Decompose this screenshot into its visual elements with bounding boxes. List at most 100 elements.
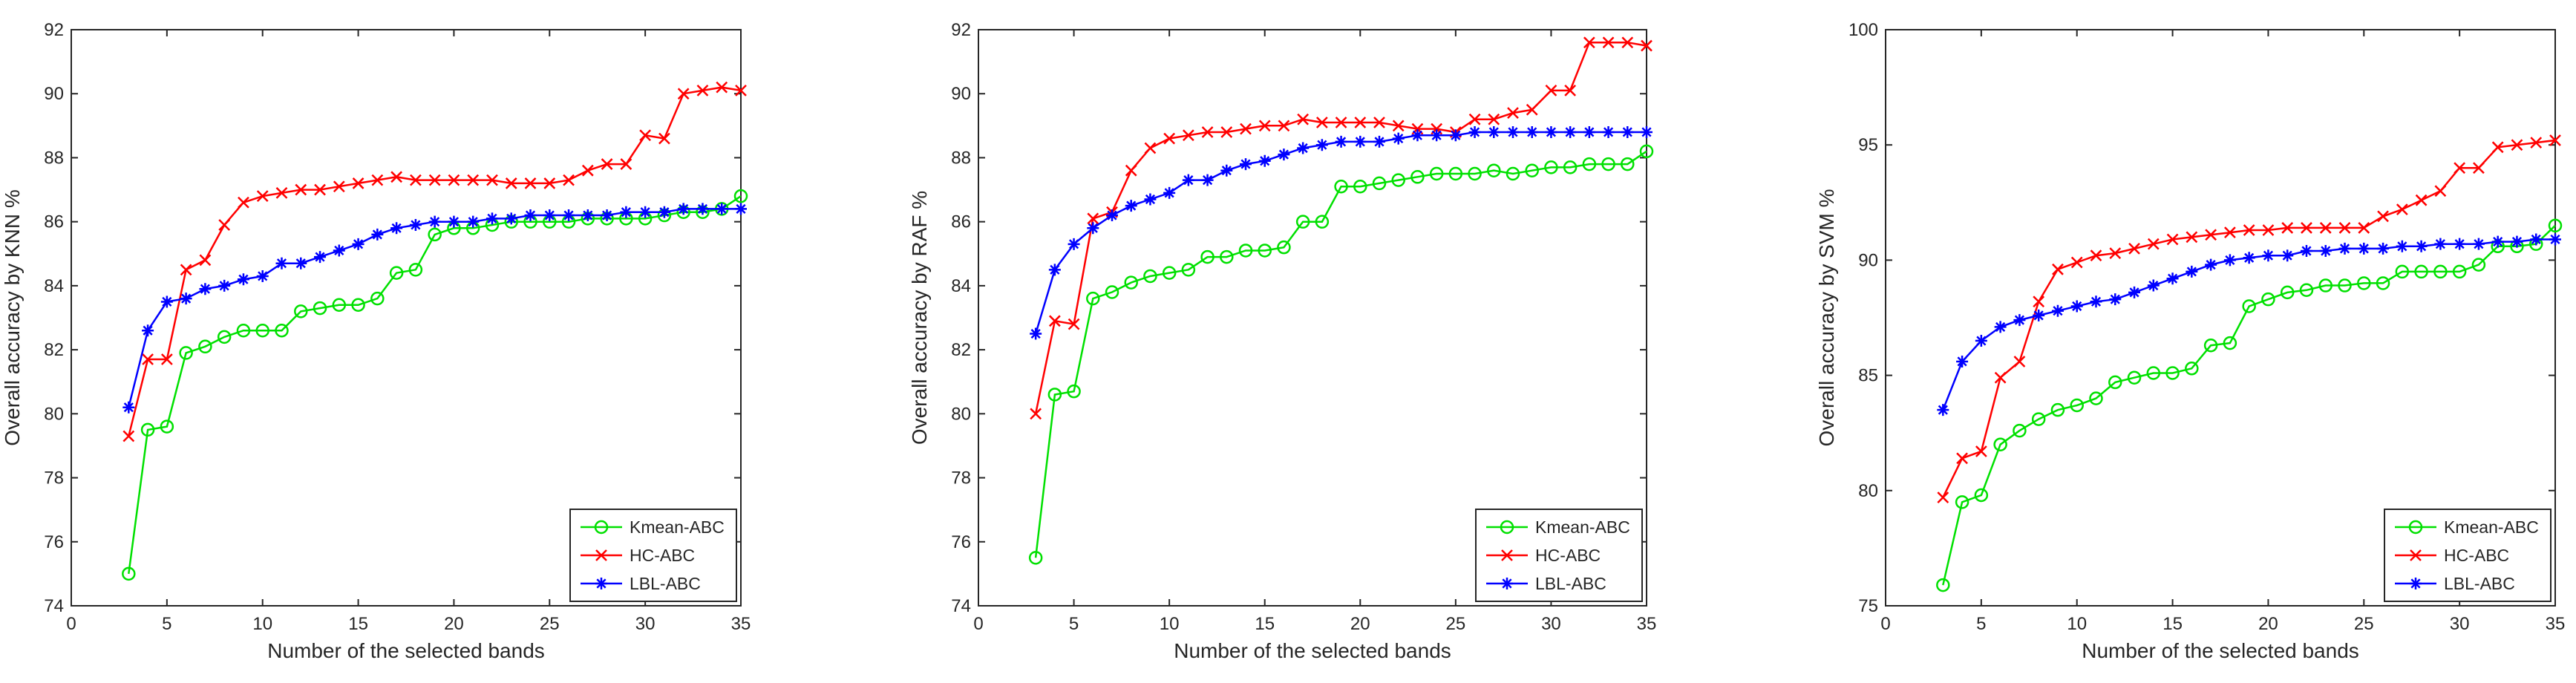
legend-item: HC-ABC	[2395, 546, 2509, 565]
y-tick-label: 76	[44, 532, 64, 552]
data-point	[2051, 304, 2064, 317]
data-point	[1030, 327, 1042, 340]
legend-marker	[2408, 520, 2423, 535]
data-point	[1994, 371, 2007, 384]
data-point	[275, 323, 289, 338]
data-point	[179, 346, 193, 360]
y-tick-label: 92	[44, 20, 64, 40]
legend-label: LBL-ABC	[2444, 574, 2515, 593]
data-point	[238, 196, 249, 209]
data-point	[1220, 164, 1233, 177]
data-point	[2299, 283, 2314, 298]
data-point	[2549, 233, 2561, 246]
legend-marker	[1500, 520, 1514, 535]
data-point	[1956, 355, 1969, 367]
data-point	[2338, 278, 2352, 293]
legend: Kmean-ABC HC-ABC LBL-ABC	[2384, 509, 2552, 602]
data-point	[2471, 258, 2486, 272]
y-tick-label: 90	[951, 84, 971, 104]
data-point	[295, 183, 307, 196]
data-point	[1583, 36, 1595, 49]
legend-label: Kmean-ABC	[630, 517, 725, 537]
legend-item: HC-ABC	[581, 546, 695, 565]
data-point	[2165, 366, 2180, 380]
data-point	[601, 158, 613, 170]
data-point	[1563, 160, 1578, 174]
x-tick-label: 5	[1976, 614, 1986, 634]
data-point	[217, 330, 232, 344]
data-point	[2318, 278, 2333, 293]
data-point	[1335, 117, 1347, 128]
data-point	[1144, 142, 1157, 154]
x-tick-label: 35	[2546, 614, 2566, 634]
data-point	[180, 264, 192, 276]
data-point	[735, 203, 747, 215]
y-tick-label: 90	[44, 84, 64, 104]
data-point	[370, 291, 385, 306]
data-point	[1545, 125, 1557, 138]
series-hc-abc	[1937, 134, 2561, 503]
data-point	[1621, 157, 1635, 171]
data-point	[199, 283, 212, 295]
data-point	[467, 174, 480, 186]
data-point	[2013, 314, 2026, 327]
data-point	[256, 269, 269, 282]
data-point	[2262, 249, 2275, 262]
data-point	[333, 180, 345, 193]
legend-marker	[1501, 578, 1513, 589]
x-tick-label: 15	[1255, 614, 1275, 634]
data-point	[333, 244, 345, 257]
data-point	[1277, 240, 1291, 255]
data-point	[1641, 39, 1653, 52]
y-tick-label: 88	[44, 148, 64, 168]
data-point	[2454, 162, 2466, 174]
data-point	[351, 298, 365, 313]
data-point	[1143, 269, 1157, 284]
legend-marker	[1501, 549, 1513, 561]
y-tick-label: 100	[1848, 20, 1878, 40]
data-point	[505, 212, 517, 225]
data-point	[2203, 338, 2218, 353]
data-point	[1238, 244, 1253, 258]
data-point	[1295, 215, 1310, 229]
series-kmean-abc	[1028, 144, 1654, 565]
data-point	[1240, 158, 1252, 171]
x-tick-label: 15	[2163, 614, 2183, 634]
data-point	[2128, 242, 2140, 255]
data-point	[1258, 120, 1271, 132]
data-point	[1937, 404, 1949, 416]
data-point	[2452, 264, 2467, 279]
legend-label: HC-ABC	[1535, 546, 1601, 565]
data-point	[2434, 185, 2447, 197]
data-point	[2242, 299, 2256, 313]
data-point	[1975, 445, 1987, 457]
x-tick-label: 20	[2258, 614, 2278, 634]
data-point	[581, 164, 594, 177]
series-lbl-abc	[1030, 125, 1653, 340]
data-point	[409, 218, 422, 231]
data-point	[371, 228, 384, 241]
data-point	[1936, 578, 1950, 592]
data-point	[1163, 186, 1176, 199]
data-point	[735, 85, 747, 97]
x-axis-label: Number of the selected bands	[2082, 639, 2359, 662]
data-point	[2549, 134, 2561, 146]
data-point	[160, 419, 174, 434]
data-point	[543, 177, 556, 189]
data-point	[1028, 551, 1043, 565]
y-tick-label: 76	[951, 532, 971, 552]
data-point	[2358, 222, 2370, 234]
y-tick-label: 74	[44, 596, 64, 616]
data-point	[1124, 275, 1138, 290]
x-tick-label: 10	[252, 614, 272, 634]
data-point	[1488, 125, 1500, 138]
data-point	[639, 129, 652, 142]
data-point	[1353, 179, 1367, 194]
data-point	[314, 183, 326, 196]
data-point	[1392, 120, 1405, 132]
data-point	[2472, 238, 2485, 250]
data-point	[2415, 240, 2428, 252]
legend-item: Kmean-ABC	[2395, 517, 2539, 537]
legend-label: HC-ABC	[2444, 546, 2509, 565]
